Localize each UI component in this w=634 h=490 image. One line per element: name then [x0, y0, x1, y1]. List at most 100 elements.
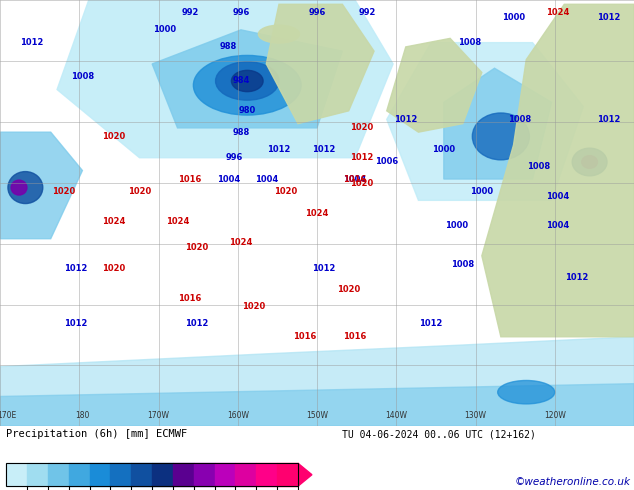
- Text: 1012: 1012: [185, 319, 208, 328]
- Text: 1004: 1004: [344, 174, 366, 184]
- Polygon shape: [444, 68, 552, 179]
- Text: 1000: 1000: [502, 13, 525, 22]
- Text: 1020: 1020: [128, 187, 151, 196]
- Text: 988: 988: [219, 43, 237, 51]
- Text: 980: 980: [238, 106, 256, 115]
- Bar: [6, 463, 27, 486]
- Text: 1016: 1016: [344, 174, 366, 184]
- Ellipse shape: [498, 380, 555, 404]
- Text: 1012: 1012: [420, 319, 443, 328]
- Text: 1012: 1012: [597, 115, 620, 124]
- Ellipse shape: [258, 25, 300, 43]
- Polygon shape: [298, 463, 312, 486]
- Text: 1008: 1008: [451, 260, 474, 269]
- Text: 996: 996: [232, 8, 250, 17]
- Text: 1020: 1020: [103, 264, 126, 273]
- Text: 1024: 1024: [306, 209, 328, 218]
- Text: 160W: 160W: [227, 411, 249, 420]
- Text: 1012: 1012: [312, 145, 335, 154]
- Ellipse shape: [193, 55, 301, 115]
- Polygon shape: [387, 38, 482, 132]
- Text: 1008: 1008: [508, 115, 531, 124]
- Text: 1012: 1012: [394, 115, 417, 124]
- Bar: [110, 463, 131, 486]
- Text: 1004: 1004: [547, 192, 569, 200]
- Text: 996: 996: [226, 153, 243, 162]
- Text: 1020: 1020: [52, 187, 75, 196]
- Polygon shape: [57, 0, 393, 158]
- Polygon shape: [266, 4, 374, 123]
- Text: 1016: 1016: [179, 294, 202, 303]
- Text: 1012: 1012: [20, 38, 43, 47]
- Text: 1020: 1020: [350, 123, 373, 132]
- Text: 1012: 1012: [350, 153, 373, 162]
- Text: 1008: 1008: [71, 72, 94, 81]
- Text: 1004: 1004: [255, 174, 278, 184]
- Text: 1024: 1024: [103, 217, 126, 226]
- Text: 1012: 1012: [597, 13, 620, 22]
- Text: 1020: 1020: [337, 285, 360, 294]
- Ellipse shape: [11, 180, 27, 195]
- Text: 140W: 140W: [385, 411, 407, 420]
- Text: 1024: 1024: [166, 217, 189, 226]
- Text: 992: 992: [181, 8, 199, 17]
- Text: 1024: 1024: [230, 239, 252, 247]
- Text: 1020: 1020: [242, 302, 265, 312]
- Text: 1000: 1000: [445, 221, 468, 230]
- Text: 984: 984: [232, 76, 250, 85]
- Text: 1012: 1012: [65, 264, 87, 273]
- Text: 1006: 1006: [375, 157, 398, 167]
- Text: 1020: 1020: [103, 132, 126, 141]
- Ellipse shape: [231, 71, 263, 92]
- Text: 1024: 1024: [547, 8, 569, 17]
- Polygon shape: [0, 384, 634, 426]
- Text: TU 04-06-2024 00..06 UTC (12+162): TU 04-06-2024 00..06 UTC (12+162): [342, 429, 536, 440]
- Text: 1020: 1020: [274, 187, 297, 196]
- Ellipse shape: [573, 148, 607, 176]
- Text: 1016: 1016: [344, 332, 366, 341]
- Text: 1020: 1020: [350, 179, 373, 188]
- Bar: [69, 463, 89, 486]
- Bar: [277, 463, 298, 486]
- Text: 180: 180: [75, 411, 89, 420]
- Text: 988: 988: [232, 128, 250, 137]
- Text: 1012: 1012: [65, 319, 87, 328]
- Bar: [194, 463, 215, 486]
- Bar: [6, 463, 298, 486]
- Text: 1004: 1004: [547, 221, 569, 230]
- Text: 1008: 1008: [527, 162, 550, 171]
- Text: Precipitation (6h) [mm] ECMWF: Precipitation (6h) [mm] ECMWF: [6, 429, 188, 440]
- Text: 996: 996: [308, 8, 326, 17]
- Text: 1012: 1012: [312, 264, 335, 273]
- Polygon shape: [482, 4, 634, 337]
- Bar: [27, 463, 48, 486]
- Bar: [131, 463, 152, 486]
- Ellipse shape: [216, 62, 279, 100]
- Ellipse shape: [8, 172, 43, 203]
- Text: 1012: 1012: [268, 145, 290, 154]
- Bar: [152, 463, 173, 486]
- Polygon shape: [0, 337, 634, 426]
- Text: ©weatheronline.co.uk: ©weatheronline.co.uk: [515, 477, 631, 487]
- Text: 1012: 1012: [566, 272, 588, 282]
- Text: 992: 992: [359, 8, 377, 17]
- Ellipse shape: [472, 113, 529, 160]
- Text: 120W: 120W: [544, 411, 566, 420]
- Text: 1000: 1000: [432, 145, 455, 154]
- Text: 170E: 170E: [0, 411, 16, 420]
- Bar: [215, 463, 235, 486]
- Text: 130W: 130W: [465, 411, 486, 420]
- Bar: [256, 463, 277, 486]
- Bar: [235, 463, 256, 486]
- Text: 1016: 1016: [179, 174, 202, 184]
- Polygon shape: [152, 30, 342, 128]
- Bar: [89, 463, 110, 486]
- Text: 150W: 150W: [306, 411, 328, 420]
- Bar: [48, 463, 69, 486]
- Polygon shape: [387, 43, 583, 200]
- Ellipse shape: [582, 156, 598, 169]
- Text: 1004: 1004: [217, 174, 240, 184]
- Text: 1008: 1008: [458, 38, 481, 47]
- Polygon shape: [0, 132, 82, 239]
- Text: 1020: 1020: [185, 243, 208, 252]
